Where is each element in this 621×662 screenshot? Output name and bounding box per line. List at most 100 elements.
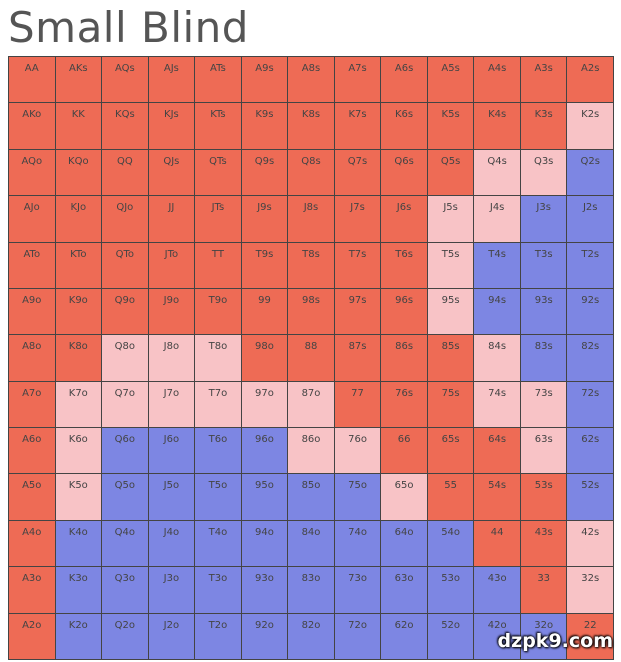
hand-cell: A3s [520,57,568,104]
hand-cell: Q7s [334,149,382,197]
hand-cell: K6s [381,103,428,150]
hand-cell: 64o [381,520,428,568]
hand-cell: J4s [474,196,521,243]
hand-cell: 77 [334,381,382,429]
hand-cell: A5s [427,57,475,104]
hand-cell: K4s [474,103,521,150]
hand-cell: 65o [381,474,428,521]
hand-cell: 98s [288,288,335,336]
hand-cell: 96o [241,428,289,475]
hand-cell: J8o [148,335,196,382]
hand-cell: 52o [427,613,475,660]
hand-cell: 64s [474,428,521,475]
hand-cell: A4o [9,520,56,568]
hand-cell: KJs [148,103,196,150]
hand-cell: K3o [55,567,103,614]
hand-cell: 55 [427,474,475,521]
hand-cell: Q2s [567,149,614,197]
hand-cell: J7o [148,381,196,429]
hand-cell: A6s [381,57,428,104]
hand-cell: 98o [241,335,289,382]
hand-cell: 53o [427,567,475,614]
hand-cell: T8s [288,242,335,289]
hand-cell: KQo [55,149,103,197]
hand-cell: T3s [520,242,568,289]
hand-cell: T9s [241,242,289,289]
hand-cell: 82s [567,335,614,382]
hand-cell: K7s [334,103,382,150]
hand-cell: 94s [474,288,521,336]
hand-cell: T3o [195,567,242,614]
hand-cell: KK [55,103,103,150]
hand-cell: T6s [381,242,428,289]
hand-cell: A8s [288,57,335,104]
hand-cell: KQs [102,103,149,150]
hand-cell: 76o [334,428,382,475]
hand-cell: 74o [334,520,382,568]
hand-cell: 54s [474,474,521,521]
hand-cell: T5o [195,474,242,521]
hand-cell: K6o [55,428,103,475]
hand-cell: Q9s [241,149,289,197]
hand-cell: J6o [148,428,196,475]
hand-cell: 83s [520,335,568,382]
hand-cell: A2o [9,613,56,660]
hand-cell: ATo [9,242,56,289]
hand-cell: T8o [195,335,242,382]
hand-cell: Q6s [381,149,428,197]
hand-cell: 97s [334,288,382,336]
hand-cell: 97o [241,381,289,429]
hand-cell: T5s [427,242,475,289]
hand-cell: K5o [55,474,103,521]
hand-cell: 65s [427,428,475,475]
hand-cell: 22 [567,613,614,660]
hand-cell: Q6o [102,428,149,475]
hand-cell: 63s [520,428,568,475]
hand-cell: QJo [102,196,149,243]
hand-cell: T2s [567,242,614,289]
hand-cell: 33 [520,567,568,614]
hand-cell: A7s [334,57,382,104]
hand-cell: J4o [148,520,196,568]
hand-cell: 32s [567,567,614,614]
hand-cell: KJo [55,196,103,243]
hand-cell: 74s [474,381,521,429]
hand-cell: 92s [567,288,614,336]
hand-cell: Q2o [102,613,149,660]
hand-cell: A6o [9,428,56,475]
hand-cell: QTs [195,149,242,197]
hand-cell: K2o [55,613,103,660]
hand-cell: J3s [520,196,568,243]
hand-cell: 32o [520,613,568,660]
hand-cell: T7o [195,381,242,429]
hand-cell: AQo [9,149,56,197]
hand-cell: K8s [288,103,335,150]
hand-cell: J2o [148,613,196,660]
hand-cell: Q9o [102,288,149,336]
hand-cell: 62s [567,428,614,475]
hand-cell: 76s [381,381,428,429]
hand-cell: Q8s [288,149,335,197]
hand-cell: T9o [195,288,242,336]
hand-cell: 99 [241,288,289,336]
hand-cell: J2s [567,196,614,243]
hand-cell: AA [9,57,56,104]
hand-cell: 93s [520,288,568,336]
hand-cell: 73o [334,567,382,614]
hand-cell: Q5s [427,149,475,197]
hand-cell: 53s [520,474,568,521]
hand-cell: 87o [288,381,335,429]
hand-cell: 63o [381,567,428,614]
hand-cell: J9o [148,288,196,336]
hand-cell: T4o [195,520,242,568]
hand-cell: KTs [195,103,242,150]
hand-cell: J7s [334,196,382,243]
hand-cell: T7s [334,242,382,289]
hand-cell: A2s [567,57,614,104]
hand-cell: JJ [148,196,196,243]
hand-cell: 62o [381,613,428,660]
hand-cell: 54o [427,520,475,568]
hand-cell: A9o [9,288,56,336]
hand-cell: QQ [102,149,149,197]
hand-cell: J9s [241,196,289,243]
